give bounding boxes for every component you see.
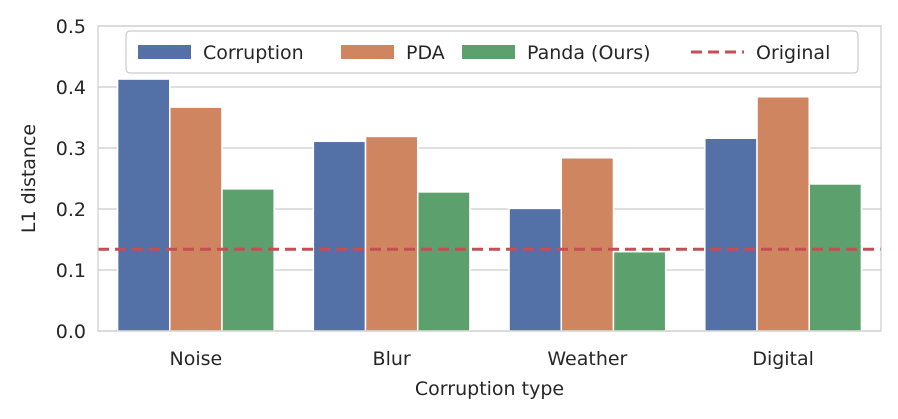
y-tick-label: 0.5 — [56, 16, 86, 38]
legend-label-corruption: Corruption — [203, 42, 304, 64]
y-tick-label: 0.1 — [56, 260, 86, 282]
y-tick-label: 0.4 — [56, 77, 86, 99]
bar-corruption-weather — [508, 207, 563, 332]
bar-pda-digital — [756, 96, 810, 332]
x-tick-labels: Noise Blur Weather Digital — [170, 348, 814, 370]
legend-swatch-panda-ours — [462, 45, 515, 59]
x-tick-label: Digital — [752, 348, 814, 370]
y-tick-label: 0.3 — [56, 138, 86, 160]
x-tick-label: Noise — [170, 348, 223, 370]
bar-corruption-blur — [312, 140, 367, 332]
legend-label-pda: PDA — [406, 42, 445, 64]
bar-corruption-digital — [704, 137, 758, 332]
y-tick-label: 0.0 — [56, 321, 86, 343]
bar-panda-ours-weather — [612, 250, 667, 332]
bar-corruption-noise — [116, 78, 171, 332]
x-tick-label: Blur — [373, 348, 411, 370]
legend: Corruption PDA Panda (Ours) Original — [125, 30, 859, 74]
plot-frame — [97, 25, 882, 332]
x-axis-label: Corruption type — [415, 378, 564, 400]
bar-panda-ours-noise — [221, 188, 275, 332]
y-axis-label: L1 distance — [18, 124, 40, 233]
legend-label-original: Original — [756, 42, 830, 64]
bar-pda-noise — [169, 106, 223, 332]
bar-pda-blur — [364, 135, 419, 332]
bar-panda-ours-blur — [416, 191, 471, 332]
bar-panda-ours-digital — [808, 183, 863, 332]
legend-swatch-corruption — [138, 45, 191, 59]
y-tick-labels: 0.0 0.1 0.2 0.3 0.4 0.5 — [56, 16, 86, 343]
bar-pda-weather — [560, 157, 615, 332]
y-tick-label: 0.2 — [56, 199, 86, 221]
bars — [116, 78, 863, 332]
legend-label-panda-ours: Panda (Ours) — [527, 42, 651, 64]
legend-swatch-pda — [341, 45, 394, 59]
x-tick-label: Weather — [547, 348, 627, 370]
